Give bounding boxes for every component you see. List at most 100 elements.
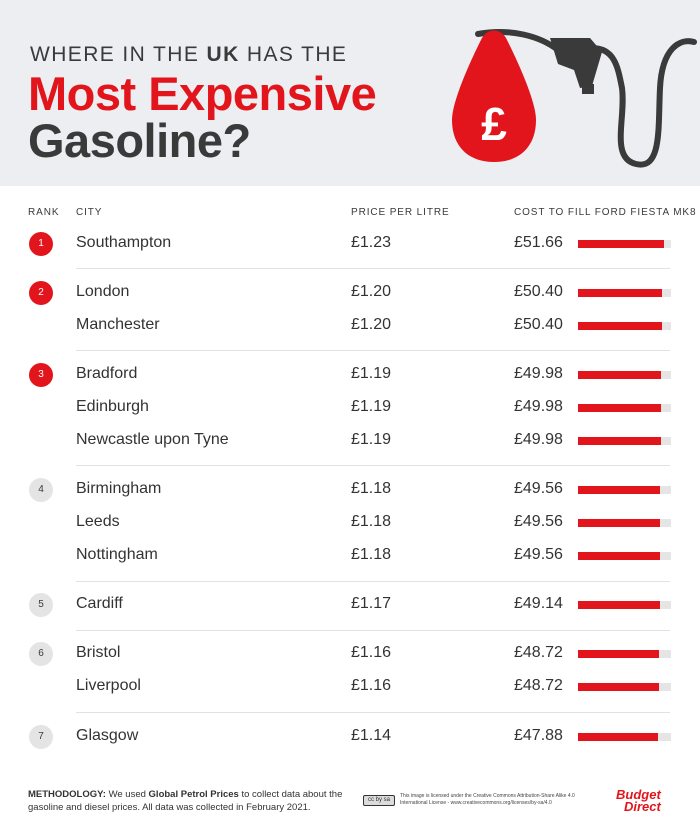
fill-cost: £49.56 <box>514 513 563 530</box>
group-divider <box>76 630 670 631</box>
fill-cost: £48.72 <box>514 644 563 661</box>
rank-badge: 3 <box>29 363 53 387</box>
cost-bar-track <box>578 404 671 412</box>
cost-bar <box>578 650 659 658</box>
col-header-rank: RANK <box>28 207 60 218</box>
city-name: Glasgow <box>76 727 139 744</box>
rank-badge: 2 <box>29 281 53 305</box>
rank-badge: 4 <box>29 478 53 502</box>
fill-cost: £47.88 <box>514 727 563 744</box>
cost-bar <box>578 404 661 412</box>
city-name: London <box>76 283 130 300</box>
cost-bar-track <box>578 601 671 609</box>
svg-text:£: £ <box>481 98 507 150</box>
fill-cost: £49.98 <box>514 365 563 382</box>
col-header-cost: COST TO FILL FORD FIESTA MK8 <box>514 207 697 218</box>
city-name: Leeds <box>76 513 120 530</box>
fill-cost: £48.72 <box>514 677 563 694</box>
table-row: Newcastle upon Tyne £1.19 £49.98 <box>0 426 700 456</box>
price-per-litre: £1.19 <box>351 365 392 382</box>
table-row: 1 Southampton £1.23 £51.66 <box>0 229 700 259</box>
cost-bar-track <box>578 289 671 297</box>
rank-badge: 6 <box>29 642 53 666</box>
cost-bar <box>578 552 660 560</box>
cost-bar-track <box>578 322 671 330</box>
cost-bar <box>578 322 662 330</box>
cost-bar-track <box>578 733 671 741</box>
cost-bar-track <box>578 371 671 379</box>
fill-cost: £49.56 <box>514 480 563 497</box>
cost-bar <box>578 437 661 445</box>
creative-commons-icon: cc by sa <box>363 795 395 806</box>
rank-badge: 5 <box>29 593 53 617</box>
price-per-litre: £1.18 <box>351 480 392 497</box>
cost-bar <box>578 733 658 741</box>
city-name: Cardiff <box>76 595 123 612</box>
rank-badge: 1 <box>29 232 53 256</box>
group-divider <box>76 581 670 582</box>
group-divider <box>76 712 670 713</box>
cost-bar <box>578 683 659 691</box>
city-name: Southampton <box>76 234 172 251</box>
table-row: 3 Bradford £1.19 £49.98 <box>0 360 700 390</box>
cost-bar <box>578 519 660 527</box>
table-row: Edinburgh £1.19 £49.98 <box>0 393 700 423</box>
budget-direct-logo: Budget Direct <box>616 787 661 814</box>
price-per-litre: £1.19 <box>351 431 392 448</box>
table-row: Leeds £1.18 £49.56 <box>0 508 700 538</box>
city-name: Bradford <box>76 365 138 382</box>
cost-bar <box>578 240 664 248</box>
price-per-litre: £1.18 <box>351 546 392 563</box>
table-row: 2 London £1.20 £50.40 <box>0 278 700 308</box>
city-name: Nottingham <box>76 546 158 563</box>
license-text: This image is licensed under the Creativ… <box>400 793 575 806</box>
city-name: Liverpool <box>76 677 141 694</box>
city-name: Manchester <box>76 316 160 333</box>
table-row: 5 Cardiff £1.17 £49.14 <box>0 590 700 620</box>
price-per-litre: £1.16 <box>351 677 392 694</box>
fill-cost: £49.98 <box>514 431 563 448</box>
table-row: Manchester £1.20 £50.40 <box>0 311 700 341</box>
cost-bar-track <box>578 650 671 658</box>
city-name: Newcastle upon Tyne <box>76 431 229 448</box>
cost-bar <box>578 486 660 494</box>
group-divider <box>76 465 670 466</box>
fill-cost: £49.56 <box>514 546 563 563</box>
table-row: 4 Birmingham £1.18 £49.56 <box>0 475 700 505</box>
price-per-litre: £1.16 <box>351 644 392 661</box>
table-row: Liverpool £1.16 £48.72 <box>0 672 700 702</box>
fuel-drop-icon: £ <box>452 30 536 162</box>
price-per-litre: £1.20 <box>351 316 392 333</box>
group-divider <box>76 350 670 351</box>
table-row: 6 Bristol £1.16 £48.72 <box>0 639 700 669</box>
fill-cost: £50.40 <box>514 283 563 300</box>
title-line-1: Most Expensive <box>28 67 377 120</box>
city-name: Birmingham <box>76 480 162 497</box>
price-per-litre: £1.19 <box>351 398 392 415</box>
cost-bar-track <box>578 683 671 691</box>
methodology-note: METHODOLOGY: We used Global Petrol Price… <box>28 789 343 813</box>
rank-badge: 7 <box>29 725 53 749</box>
price-per-litre: £1.14 <box>351 727 392 744</box>
col-header-price: PRICE PER LITRE <box>351 207 450 218</box>
fill-cost: £51.66 <box>514 234 563 251</box>
cost-bar <box>578 371 661 379</box>
fill-cost: £50.40 <box>514 316 563 333</box>
cost-bar-track <box>578 486 671 494</box>
cost-bar <box>578 289 662 297</box>
price-per-litre: £1.18 <box>351 513 392 530</box>
cost-bar-track <box>578 552 671 560</box>
cost-bar-track <box>578 519 671 527</box>
fill-cost: £49.98 <box>514 398 563 415</box>
city-name: Bristol <box>76 644 121 661</box>
price-per-litre: £1.23 <box>351 234 392 251</box>
group-divider <box>76 268 670 269</box>
table-row: 7 Glasgow £1.14 £47.88 <box>0 722 700 752</box>
title-line-2: Gasoline? <box>28 114 251 167</box>
kicker-text: WHERE IN THE UK HAS THE <box>30 43 348 66</box>
price-per-litre: £1.20 <box>351 283 392 300</box>
price-per-litre: £1.17 <box>351 595 392 612</box>
cost-bar-track <box>578 240 671 248</box>
table-row: Nottingham £1.18 £49.56 <box>0 541 700 571</box>
fill-cost: £49.14 <box>514 595 563 612</box>
